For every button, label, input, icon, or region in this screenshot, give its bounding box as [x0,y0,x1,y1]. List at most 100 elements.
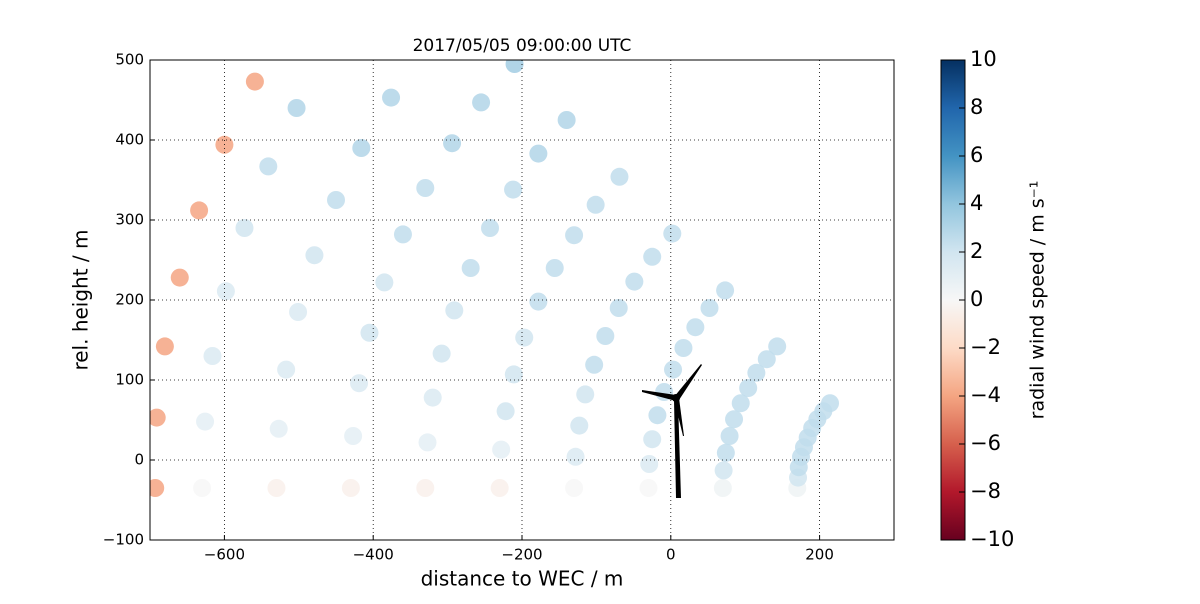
scan-point [700,299,719,317]
scan-point [504,180,523,199]
scan-point [714,461,733,480]
scan-point [305,246,324,265]
scan-point [269,419,288,438]
scan-point [609,299,628,317]
scan-points [150,60,840,497]
colorbar-tick-label: 0 [970,287,983,311]
scan-point [566,447,585,466]
scan-point [768,337,787,356]
scan-point [643,430,662,449]
x-tick-label: 200 [805,546,834,564]
scan-point [443,134,462,153]
scan-point [640,455,659,473]
wind-turbine [642,364,702,498]
scan-point [235,219,254,237]
scan-point [341,479,360,497]
scan-point [545,259,564,277]
y-axis-label: rel. height / m [69,229,93,370]
scan-point [481,219,500,237]
scan-point [565,226,584,245]
scan-point [277,360,296,379]
scan-point [585,355,604,374]
turbine-blade [674,398,684,436]
scan-point [731,394,750,413]
y-tick-label: 0 [134,451,144,469]
scan-point [245,72,264,91]
y-tick-label: 100 [115,371,144,389]
scan-point [557,111,576,129]
colorbar-tick-label: 6 [970,143,983,167]
scan-point [432,344,451,363]
scan-point [757,350,776,369]
y-tick-label: −100 [103,531,144,549]
colorbar-tick-label: 4 [970,191,983,215]
scan-point [505,60,524,73]
scan-point [203,347,222,365]
colorbar-tick-label: 8 [970,95,983,119]
colorbar-tick-label: −4 [970,383,1001,407]
colorbar-tick-label: −10 [970,527,1014,551]
scan-point [418,433,437,452]
scan-point [504,365,523,384]
x-tick-label: −200 [501,546,542,564]
scan-point [686,318,705,337]
scan-point [375,273,394,292]
scan-point [393,225,412,244]
scan-point [739,379,758,397]
scan-point [344,427,363,445]
colorbar-tick-label: −8 [970,479,1001,503]
scan-point [193,479,212,497]
scan-point [716,443,735,462]
colorbar-tick-label: −2 [970,335,1001,359]
scan-point [625,272,644,291]
scan-point [663,224,682,243]
scan-point [350,374,369,393]
scan-point [492,440,511,459]
scan-point [155,337,174,356]
scan-point [461,259,480,277]
scan-point [496,402,515,421]
scan-point [610,167,629,186]
scan-point [445,301,464,320]
scan-point [716,281,735,300]
scan-point [596,327,615,345]
colorbar-tick-label: 2 [970,239,983,263]
scan-point [529,292,548,311]
turbine-hub [672,394,680,402]
scan-point [648,406,667,425]
scan-point [643,247,662,266]
scan-point [747,363,766,382]
turbine-tower [674,400,681,498]
scan-point [423,388,442,407]
x-tick-label: 0 [666,546,676,564]
scan-point [720,427,739,445]
scan-point [327,191,345,209]
scan-point [565,479,584,497]
colorbar-tick-label: −6 [970,431,1001,455]
turbine-blade [642,390,676,401]
scan-point [472,93,491,112]
y-tick-label: 300 [115,211,144,229]
scan-point [570,416,589,435]
colorbar-label: radial wind speed / m s⁻¹ [1027,181,1049,420]
scan-point [259,157,278,176]
x-tick-label: −400 [353,546,394,564]
scan-point [576,385,595,404]
turbine-blade [674,364,702,400]
scan-point [664,360,683,379]
scan-point [360,323,379,342]
scan-point [196,412,215,431]
colorbar-tick-label: 10 [970,47,997,71]
scan-point [150,479,165,497]
scan-point [382,88,401,107]
scan-point [287,99,306,117]
scan-point [713,479,732,497]
scan-point [416,179,435,197]
y-tick-label: 500 [115,51,144,69]
scan-point [529,144,548,163]
scan-point [821,394,840,413]
scan-point [170,268,189,287]
scan-point [725,410,744,429]
